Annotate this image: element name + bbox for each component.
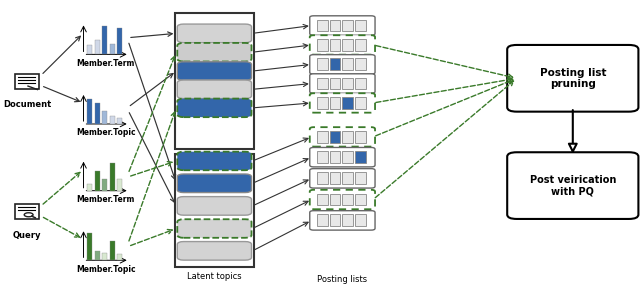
Bar (102, 111, 107, 124)
Bar (87, 233, 92, 260)
Bar (317, 172, 328, 184)
Bar (342, 77, 353, 89)
Text: Member.Topic: Member.Topic (76, 265, 136, 274)
Text: Member.Term: Member.Term (76, 195, 135, 204)
Bar (102, 26, 107, 55)
Bar (330, 151, 340, 163)
Bar (342, 131, 353, 143)
Bar (117, 28, 122, 55)
Circle shape (24, 213, 33, 217)
Text: Posting lists: Posting lists (317, 275, 367, 284)
Bar (117, 119, 122, 124)
Bar (87, 184, 92, 191)
FancyBboxPatch shape (177, 152, 252, 170)
Bar (95, 40, 100, 55)
FancyBboxPatch shape (507, 152, 639, 219)
Bar (330, 20, 340, 31)
Bar (317, 20, 328, 31)
Bar (317, 77, 328, 89)
FancyBboxPatch shape (310, 35, 375, 55)
Bar (317, 194, 328, 205)
Bar (317, 97, 328, 109)
Text: Latent topics: Latent topics (187, 272, 242, 281)
Bar (342, 151, 353, 163)
Text: Document: Document (3, 100, 51, 109)
Bar (95, 171, 100, 191)
Bar (95, 103, 100, 124)
Text: Explicit terms: Explicit terms (186, 154, 243, 163)
FancyBboxPatch shape (177, 24, 252, 43)
FancyBboxPatch shape (177, 219, 252, 238)
Bar (355, 20, 366, 31)
Bar (355, 172, 366, 184)
Text: Posting list
pruning: Posting list pruning (540, 68, 606, 89)
FancyBboxPatch shape (175, 154, 254, 267)
FancyBboxPatch shape (310, 147, 375, 167)
Bar (330, 215, 340, 226)
Bar (317, 58, 328, 70)
FancyBboxPatch shape (310, 16, 375, 35)
Bar (117, 179, 122, 191)
Bar (330, 58, 340, 70)
Bar (110, 44, 115, 55)
Bar (355, 215, 366, 226)
Bar (355, 131, 366, 143)
Text: Post veirication
with PQ: Post veirication with PQ (530, 175, 616, 196)
Bar (355, 58, 366, 70)
FancyBboxPatch shape (177, 242, 252, 260)
FancyBboxPatch shape (177, 62, 252, 80)
FancyBboxPatch shape (310, 55, 375, 74)
Bar (342, 58, 353, 70)
Bar (87, 99, 92, 124)
Text: Member.Topic: Member.Topic (76, 128, 136, 137)
Bar (342, 194, 353, 205)
Bar (330, 77, 340, 89)
Bar (355, 151, 366, 163)
FancyBboxPatch shape (310, 169, 375, 188)
Bar (87, 45, 92, 55)
Bar (330, 97, 340, 109)
Bar (330, 131, 340, 143)
Bar (355, 39, 366, 51)
FancyBboxPatch shape (175, 13, 254, 149)
Text: Query: Query (13, 231, 41, 240)
FancyBboxPatch shape (310, 93, 375, 113)
Bar (95, 251, 100, 260)
FancyBboxPatch shape (15, 204, 39, 219)
FancyBboxPatch shape (310, 74, 375, 93)
Bar (330, 39, 340, 51)
FancyBboxPatch shape (177, 174, 252, 193)
Bar (355, 77, 366, 89)
FancyBboxPatch shape (15, 74, 39, 89)
FancyBboxPatch shape (310, 211, 375, 230)
Text: Member.Term: Member.Term (76, 59, 135, 68)
Bar (102, 253, 107, 260)
FancyBboxPatch shape (310, 190, 375, 209)
Bar (342, 20, 353, 31)
Bar (102, 179, 107, 191)
FancyBboxPatch shape (310, 127, 375, 147)
Bar (330, 194, 340, 205)
Bar (317, 215, 328, 226)
Bar (317, 131, 328, 143)
FancyBboxPatch shape (177, 43, 252, 61)
FancyBboxPatch shape (177, 80, 252, 99)
FancyBboxPatch shape (177, 99, 252, 117)
Bar (342, 97, 353, 109)
FancyBboxPatch shape (507, 45, 639, 112)
Bar (110, 163, 115, 191)
FancyBboxPatch shape (177, 197, 252, 215)
Bar (117, 254, 122, 260)
Bar (342, 215, 353, 226)
Bar (317, 39, 328, 51)
Bar (355, 97, 366, 109)
Bar (110, 116, 115, 124)
Bar (110, 241, 115, 260)
Bar (317, 151, 328, 163)
Bar (355, 194, 366, 205)
Bar (342, 39, 353, 51)
Bar (330, 172, 340, 184)
Bar (342, 172, 353, 184)
